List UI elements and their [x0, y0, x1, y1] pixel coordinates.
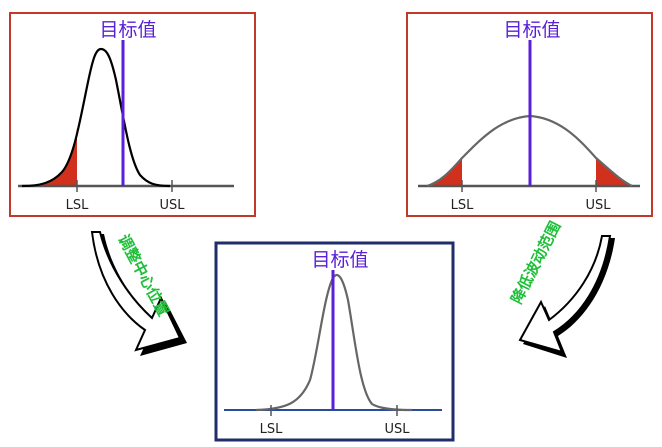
panel-optimized: 目标值 LSL USL [214, 241, 455, 442]
panel-wide-spread: 目标值 LSL USL [406, 12, 653, 217]
bottom-usl-label: USL [384, 422, 410, 437]
bottom-target-label: 目标值 [311, 249, 368, 271]
arrow-adjust-center: 调整中心位置 [90, 231, 187, 356]
left-lsl-label: LSL [66, 198, 89, 213]
left-distribution-curve [21, 47, 171, 188]
right-usl-label: USL [585, 198, 611, 213]
arrow-reduce-variation: 降低波动范围 [508, 218, 615, 358]
left-usl-label: USL [159, 198, 185, 213]
right-arrow-body [518, 235, 612, 354]
panel-off-center: 目标值 LSL USL [9, 12, 256, 217]
right-lsl-label: LSL [451, 198, 474, 213]
bottom-distribution-curve [255, 273, 413, 412]
bottom-lsl-label: LSL [260, 422, 283, 437]
right-target-label: 目标值 [503, 19, 560, 41]
right-right-tail-fill [596, 158, 632, 186]
left-target-label: 目标值 [99, 19, 156, 41]
right-arrow-label: 降低波动范围 [508, 218, 565, 306]
left-arrow-body [90, 231, 182, 352]
right-left-tail-fill [427, 158, 462, 186]
